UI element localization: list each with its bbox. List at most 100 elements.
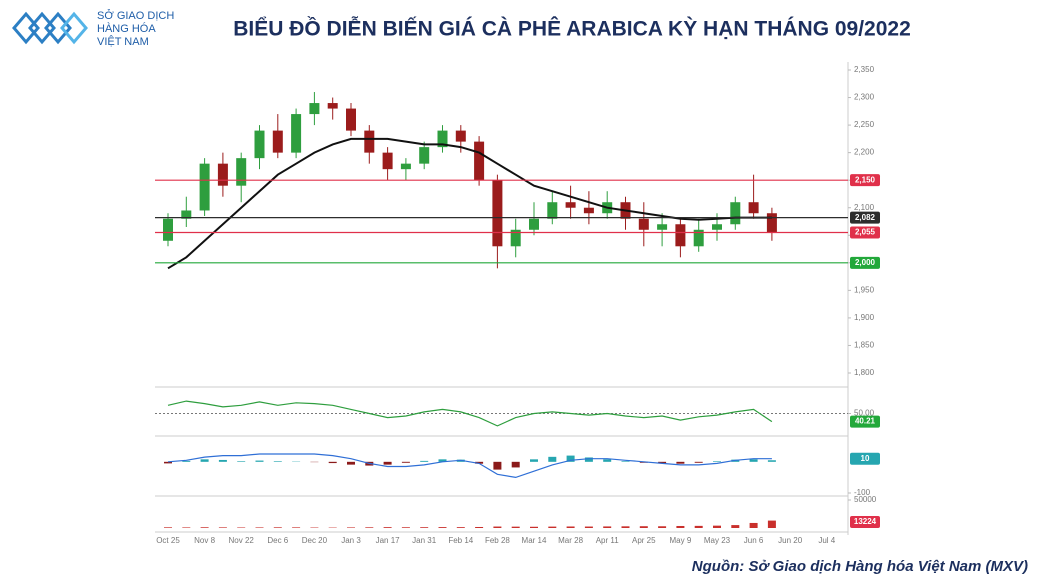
y-tick-label: 2,350 <box>854 65 875 74</box>
candle-body <box>419 147 429 164</box>
histogram-bar <box>420 461 428 462</box>
y-tick-label: 2,200 <box>854 148 875 157</box>
volume-bar <box>603 526 611 528</box>
value-tag-label: 2,150 <box>855 175 876 184</box>
x-tick-label: Apr 25 <box>632 536 656 545</box>
value-tag-label: 2,055 <box>855 228 876 237</box>
volume-bar <box>420 527 428 528</box>
candle-body <box>547 202 557 219</box>
candle-body <box>529 219 539 230</box>
candle-body <box>566 202 576 208</box>
x-tick-label: Dec 6 <box>267 536 288 545</box>
rsi-line <box>168 401 772 426</box>
candle-body <box>200 164 210 211</box>
logo-text: SỞ GIAO DỊCH <box>97 9 174 22</box>
candle-body <box>273 131 283 153</box>
candle-body <box>236 158 246 186</box>
histogram-bar <box>274 461 282 462</box>
x-tick-label: May 9 <box>670 536 692 545</box>
volume-bar <box>457 527 465 528</box>
histogram-bar <box>695 462 703 463</box>
x-tick-label: Jan 31 <box>412 536 437 545</box>
x-tick-label: Dec 20 <box>302 536 328 545</box>
candle-body <box>675 224 685 246</box>
x-tick-label: Feb 14 <box>448 536 473 545</box>
value-tag-label: 13224 <box>854 517 877 526</box>
chart-title: BIỂU ĐỒ DIỄN BIẾN GIÁ CÀ PHÊ ARABICA KỲ … <box>233 17 911 41</box>
candle-body <box>492 180 502 246</box>
candle-body <box>657 224 667 230</box>
candle-body <box>767 213 777 232</box>
candle-body <box>364 131 374 153</box>
y-tick-label: 1,800 <box>854 368 875 377</box>
histogram-bar <box>219 460 227 462</box>
volume-bar <box>676 526 684 528</box>
value-tag-label: 10 <box>861 454 870 463</box>
macd-line <box>168 454 772 477</box>
logo-text: VIỆT NAM <box>97 35 149 48</box>
candle-body <box>163 219 173 241</box>
volume-bar <box>695 526 703 528</box>
volume-bar <box>475 527 483 528</box>
x-tick-label: Mar 28 <box>558 536 583 545</box>
value-tag-label: 2,082 <box>855 213 876 222</box>
y-tick-label: 2,250 <box>854 120 875 129</box>
candle-body <box>749 202 759 213</box>
volume-bar <box>585 527 593 528</box>
candle-body <box>328 103 338 109</box>
histogram-bar <box>750 459 758 461</box>
candle-body <box>383 153 393 170</box>
histogram-bar <box>548 457 556 462</box>
candle-body <box>639 219 649 230</box>
volume-bar <box>530 527 538 528</box>
histogram-bar <box>676 462 684 464</box>
x-tick-label: May 23 <box>704 536 731 545</box>
x-tick-label: Apr 11 <box>596 536 620 545</box>
volume-bar <box>219 527 227 528</box>
x-tick-label: Jan 3 <box>341 536 361 545</box>
y-tick-label: 1,900 <box>854 313 875 322</box>
candle-body <box>730 202 740 224</box>
histogram-bar <box>493 462 501 470</box>
y-tick-label: 1,850 <box>854 341 875 350</box>
histogram-bar <box>201 459 209 461</box>
histogram-bar <box>402 462 410 463</box>
volume-bar <box>256 527 264 528</box>
x-tick-label: Feb 28 <box>485 536 510 545</box>
candle-body <box>346 109 356 131</box>
volume-bar <box>548 527 556 528</box>
value-tag-label: 40.21 <box>855 417 876 426</box>
x-tick-label: Nov 8 <box>194 536 215 545</box>
volume-bar <box>713 526 721 528</box>
histogram-bar <box>512 462 520 468</box>
histogram-bar <box>256 461 264 462</box>
volume-bar <box>365 527 373 528</box>
histogram-bar <box>603 459 611 461</box>
logo-text: HÀNG HÓA <box>97 22 156 35</box>
volume-bar <box>493 527 501 528</box>
value-tag-label: 2,000 <box>855 258 876 267</box>
x-tick-label: Jul 4 <box>818 536 835 545</box>
y-tick-label: 2,100 <box>854 203 875 212</box>
volume-bar <box>347 527 355 528</box>
y-tick-label: 50000 <box>854 495 877 504</box>
histogram-bar <box>347 462 355 465</box>
candle-body <box>218 164 228 186</box>
volume-bar <box>622 526 630 528</box>
volume-bar <box>658 526 666 528</box>
volume-bar <box>182 527 190 528</box>
y-tick-label: 1,950 <box>854 285 875 294</box>
candle-body <box>309 103 319 114</box>
volume-bar <box>439 527 447 528</box>
histogram-bar <box>713 461 721 462</box>
histogram-bar <box>384 462 392 465</box>
volume-bar <box>292 527 300 528</box>
x-tick-label: Jun 20 <box>778 536 803 545</box>
volume-bar <box>640 526 648 528</box>
histogram-bar <box>622 461 630 462</box>
x-tick-label: Nov 22 <box>229 536 255 545</box>
candle-body <box>255 131 265 159</box>
